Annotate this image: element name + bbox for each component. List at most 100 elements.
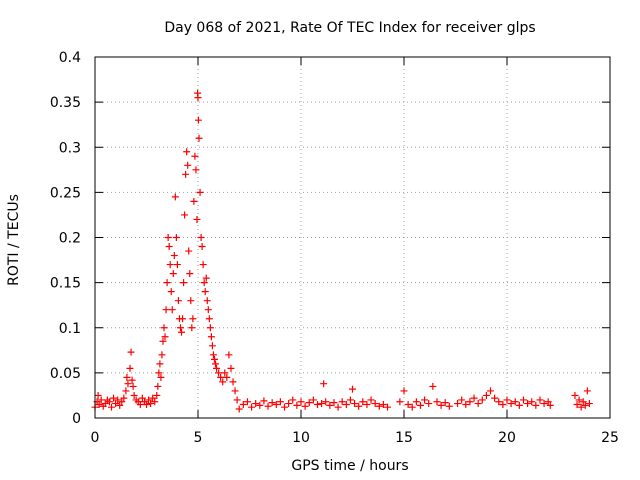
data-point <box>118 398 126 406</box>
data-point <box>272 400 280 408</box>
data-point <box>200 279 208 287</box>
data-point <box>126 364 134 372</box>
data-point <box>130 391 138 399</box>
data-point <box>445 402 453 410</box>
data-point <box>136 400 144 408</box>
data-point <box>170 252 178 260</box>
data-points <box>91 89 593 413</box>
data-point <box>515 401 523 409</box>
data-point <box>318 400 326 408</box>
data-point <box>416 401 424 409</box>
data-point <box>157 373 165 381</box>
data-point <box>129 382 137 390</box>
data-point <box>110 394 118 402</box>
data-point <box>334 403 342 411</box>
data-point <box>462 400 470 408</box>
data-point <box>313 400 321 408</box>
data-point <box>215 369 223 377</box>
data-point <box>491 394 499 402</box>
data-point <box>396 398 404 406</box>
data-point <box>536 396 544 404</box>
data-point <box>585 400 593 408</box>
data-point <box>182 170 190 178</box>
data-point <box>185 247 193 255</box>
data-point <box>441 399 449 407</box>
data-point <box>209 351 217 359</box>
data-point <box>191 152 199 160</box>
data-point <box>213 364 221 372</box>
y-tick-label: 0.2 <box>59 231 81 247</box>
data-point <box>120 394 128 402</box>
data-point <box>128 376 136 384</box>
data-point <box>179 315 187 323</box>
data-point <box>482 391 490 399</box>
data-point <box>208 342 216 350</box>
data-point <box>172 234 180 241</box>
data-point <box>301 402 309 410</box>
data-point <box>227 364 235 372</box>
data-point <box>349 385 356 393</box>
data-point <box>458 396 466 404</box>
data-point <box>116 401 124 409</box>
data-point <box>101 400 109 408</box>
data-point <box>219 378 227 386</box>
data-point <box>178 328 186 336</box>
data-point <box>174 297 182 305</box>
data-point <box>97 396 105 404</box>
data-point <box>189 315 197 323</box>
x-tick-label: 15 <box>395 430 413 446</box>
data-point <box>164 234 172 241</box>
data-point <box>159 337 167 345</box>
data-point <box>162 306 170 314</box>
x-tick-label: 20 <box>498 430 516 446</box>
data-point <box>437 401 445 409</box>
data-point <box>400 387 408 395</box>
y-tick-label: 0 <box>72 411 81 427</box>
data-point <box>163 279 171 287</box>
y-tick-label: 0.3 <box>59 140 81 156</box>
data-point <box>359 398 367 406</box>
data-point <box>495 398 503 406</box>
x-tick-label: 25 <box>601 430 619 446</box>
data-point <box>243 398 251 406</box>
chart-title: Day 068 of 2021, Rate Of TEC Index for r… <box>164 20 535 36</box>
data-point <box>187 297 195 305</box>
x-axis-label: GPS time / hours <box>291 458 408 474</box>
data-point <box>168 306 176 314</box>
data-point <box>151 398 159 406</box>
data-point <box>371 400 379 408</box>
data-point <box>466 398 474 406</box>
data-point <box>160 324 168 332</box>
data-point <box>127 348 135 356</box>
data-point <box>511 398 519 406</box>
data-point <box>309 396 317 404</box>
data-point <box>233 396 241 404</box>
data-point <box>575 396 583 404</box>
data-point <box>173 261 181 269</box>
data-point <box>544 398 552 406</box>
x-tick-label: 0 <box>91 430 100 446</box>
x-tick-label: 5 <box>194 430 203 446</box>
data-point <box>326 401 334 409</box>
data-point <box>171 193 179 201</box>
data-point <box>229 378 237 386</box>
data-point <box>223 373 231 381</box>
data-point <box>503 396 511 404</box>
y-tick-label: 0.4 <box>59 50 81 66</box>
y-tick-label: 0.05 <box>50 366 81 382</box>
data-point <box>252 400 260 408</box>
data-point <box>95 400 103 408</box>
data-point <box>264 402 272 410</box>
data-point <box>186 270 194 278</box>
data-point <box>201 288 209 296</box>
data-point <box>205 315 213 323</box>
x-tick-label: 10 <box>292 430 310 446</box>
data-point <box>281 403 289 411</box>
data-point <box>190 197 198 205</box>
data-point <box>176 324 184 332</box>
data-point <box>195 134 203 142</box>
data-point <box>289 396 297 404</box>
data-point <box>202 274 210 282</box>
data-point <box>114 396 122 404</box>
